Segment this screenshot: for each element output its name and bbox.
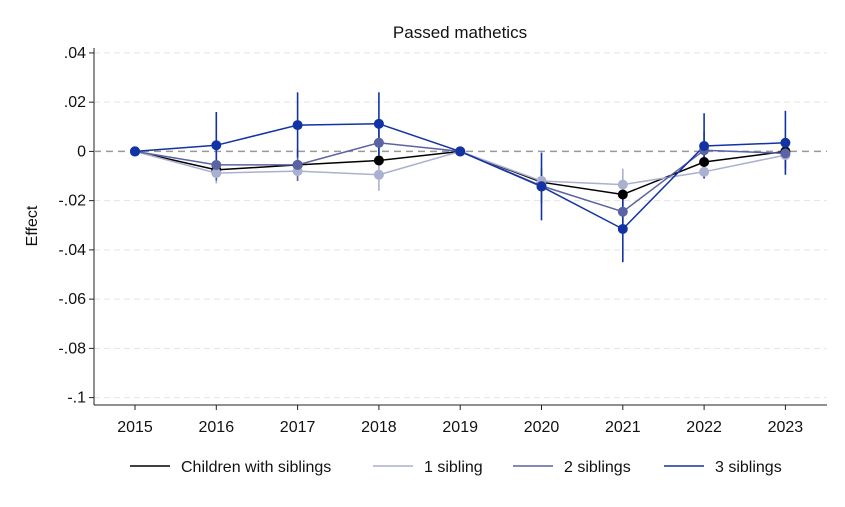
y-tick-label: 0 [77, 143, 86, 160]
data-point [780, 137, 791, 148]
chart-title: Passed mathetics [393, 23, 527, 42]
x-tick-label: 2019 [442, 419, 478, 436]
y-tick-label: -.1 [67, 390, 86, 407]
x-tick-label: 2021 [605, 419, 641, 436]
data-point [536, 181, 547, 192]
legend-label: 3 siblings [715, 459, 782, 476]
x-tick-label: 2020 [524, 419, 560, 436]
data-point [699, 140, 710, 151]
y-tick-label: -.02 [58, 193, 86, 210]
data-point [699, 156, 710, 167]
data-point [211, 168, 222, 179]
x-tick-label: 2022 [686, 419, 722, 436]
x-tick-label: 2016 [199, 419, 235, 436]
data-point [617, 189, 628, 200]
x-tick-label: 2018 [361, 419, 397, 436]
data-point [699, 166, 710, 177]
data-point [211, 159, 222, 170]
y-tick-label: -.08 [58, 340, 86, 357]
legend-label: Children with siblings [181, 459, 331, 476]
y-tick-label: -.06 [58, 291, 86, 308]
data-point [780, 148, 791, 159]
data-point [617, 206, 628, 217]
data-point [373, 155, 384, 166]
y-tick-label: .04 [64, 45, 86, 62]
data-point [292, 159, 303, 170]
data-point [130, 146, 140, 157]
data-point [373, 169, 384, 180]
data-point [617, 179, 628, 190]
data-point [373, 118, 384, 129]
gridlines [94, 52, 827, 399]
series-lines [134, 123, 786, 230]
axes: .04 .02 0 -.02 -.04 -.06 -.08 -.1 2015 2016 2017 20… [58, 45, 827, 436]
series-line-3 [134, 123, 786, 230]
legend-label: 1 sibling [424, 459, 483, 476]
y-axis-title: Effect [24, 205, 41, 246]
x-tick-label: 2017 [280, 419, 316, 436]
series-points [130, 118, 791, 234]
x-tick-label: 2015 [117, 419, 153, 436]
data-point [211, 140, 222, 151]
confidence-intervals [215, 92, 787, 263]
legend: Children with siblings 1 sibling 2 sibling… [130, 459, 782, 476]
x-tick-label: 2023 [768, 419, 804, 436]
y-tick-label: -.04 [58, 242, 86, 259]
legend-label: 2 siblings [564, 459, 631, 476]
data-point [373, 137, 384, 148]
y-tick-label: .02 [64, 94, 86, 111]
data-point [617, 223, 628, 234]
data-point [292, 120, 303, 131]
data-point [455, 146, 466, 157]
